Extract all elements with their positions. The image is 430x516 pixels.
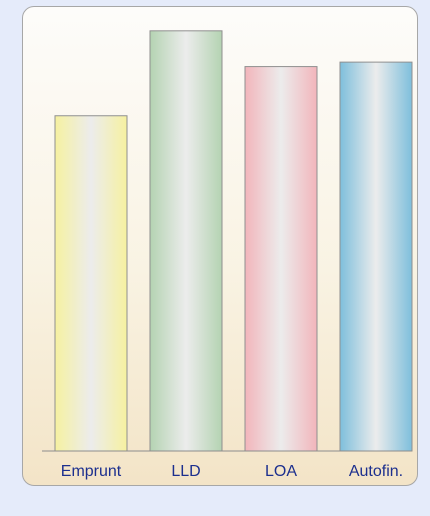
bar-lld [149, 30, 223, 452]
bar-emprunt [54, 115, 128, 452]
category-label: LLD [171, 463, 200, 480]
bar-autofin [339, 61, 413, 452]
category-label: LOA [265, 463, 297, 480]
category-labels: Emprunt LLD LOA Autofin. [61, 463, 403, 480]
bar-loa [244, 66, 318, 452]
category-label: Autofin. [349, 463, 403, 480]
bars-layer [54, 30, 413, 452]
category-label: Emprunt [61, 463, 122, 480]
